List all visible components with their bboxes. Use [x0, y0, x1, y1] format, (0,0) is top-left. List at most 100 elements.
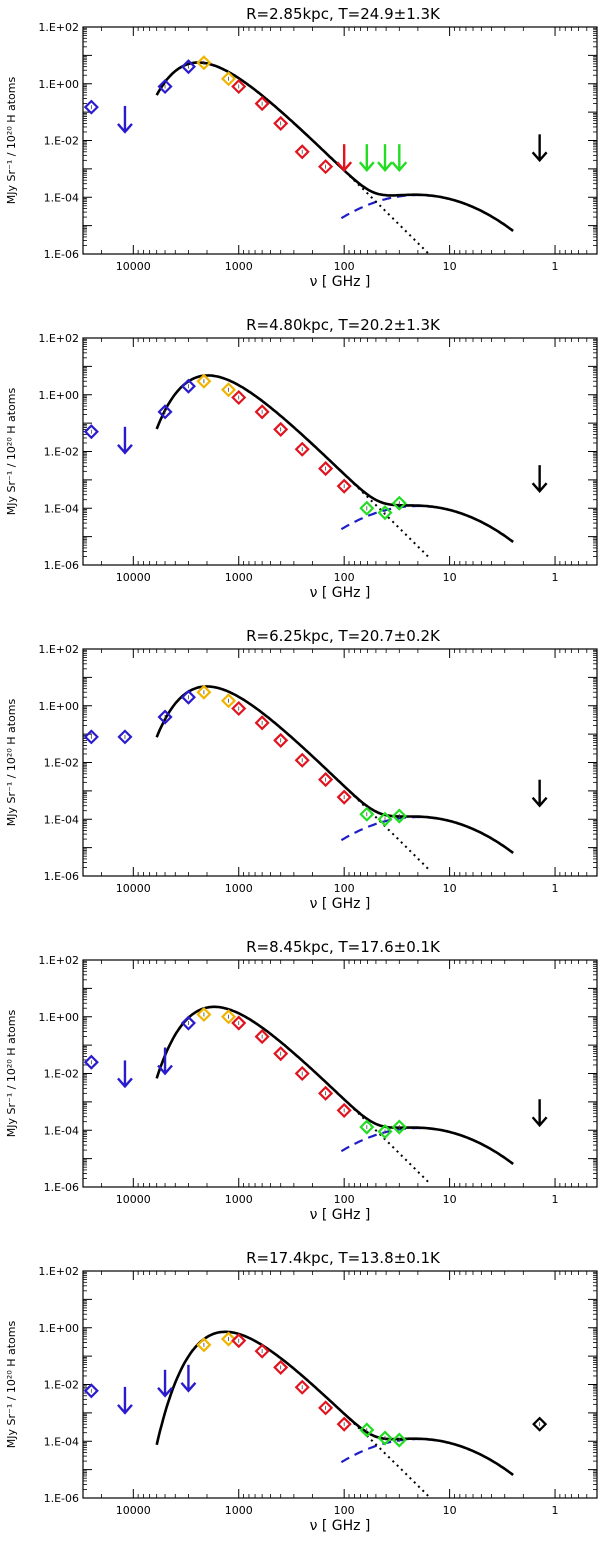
data-point-wmap: [359, 806, 375, 822]
data-point-firas: [294, 144, 310, 160]
upper-limit-arrow-other: [531, 779, 548, 808]
x-tick-label: 1: [552, 260, 559, 273]
x-tick-label: 1000: [225, 260, 253, 273]
x-tick-label: 10000: [116, 1504, 151, 1517]
x-tick-label: 100: [334, 260, 355, 273]
data-point-wmap: [377, 1430, 393, 1446]
data-point-dirbe: [220, 693, 237, 709]
plot-frame: [82, 337, 598, 566]
data-point-firas: [336, 789, 352, 805]
panel-title: R=6.25kpc, T=20.7±0.2K: [246, 627, 441, 645]
y-tick-label: 1.E-04: [44, 191, 79, 204]
x-axis-label: ν [ GHz ]: [310, 1207, 371, 1223]
model-curve: [155, 1330, 514, 1476]
data-point-wmap: [391, 1119, 407, 1135]
upper-limit-arrow-iras: [157, 1047, 173, 1076]
data-point-firas: [273, 115, 289, 131]
y-tick-label: 1.E-02: [44, 446, 79, 459]
data-point-dirbe: [196, 55, 212, 71]
data-point-firas: [273, 1359, 289, 1375]
y-tick-label: 1.E+00: [38, 78, 79, 91]
data-point-iras: [117, 729, 133, 745]
x-tick-label: 100: [334, 882, 355, 895]
x-tick-label: 1: [552, 1504, 559, 1517]
data-point-wmap: [391, 495, 407, 511]
data-point-firas: [273, 421, 289, 437]
upper-limit-arrow-firas: [336, 144, 353, 172]
x-tick-label: 10: [443, 1193, 457, 1206]
x-tick-label: 1: [552, 882, 559, 895]
y-tick-label: 1.E-04: [44, 1435, 79, 1448]
data-point-wmap: [377, 811, 393, 827]
y-tick-label: 1.E+02: [38, 954, 79, 967]
y-tick-label: 1.E-06: [44, 1492, 79, 1505]
data-point-iras: [180, 1015, 196, 1031]
y-tick-label: 1.E-04: [44, 813, 79, 826]
x-tick-label: 100: [334, 1193, 355, 1206]
x-axis-label: ν [ GHz ]: [310, 896, 371, 912]
thermal-dust-tail-curve: [348, 1103, 432, 1185]
model-curve: [155, 685, 514, 854]
data-point-iras: [180, 59, 196, 75]
panel-title: R=8.45kpc, T=17.6±0.1K: [246, 938, 441, 956]
x-tick-label: 10: [443, 571, 457, 584]
data-point-firas: [231, 78, 247, 95]
data-point-firas: [254, 715, 270, 731]
x-tick-label: 10000: [116, 1193, 151, 1206]
data-point-iras: [180, 378, 196, 394]
y-tick-label: 1.E-06: [44, 559, 79, 572]
sed-panel-5: R=17.4kpc, T=13.8±0.1K MJy Sr⁻¹ / 10²⁰ H …: [5, 1249, 598, 1534]
x-tick-label: 1000: [225, 1504, 253, 1517]
upper-limit-arrow-iras: [117, 1060, 133, 1089]
x-axis-label: ν [ GHz ]: [310, 585, 371, 601]
upper-limit-arrow-iras: [117, 1386, 133, 1415]
y-axis-label: MJy Sr⁻¹ / 10²⁰ H atoms: [5, 77, 18, 205]
y-tick-label: 1.E+00: [38, 389, 79, 402]
data-point-firas: [294, 752, 310, 768]
data-point-firas: [318, 461, 334, 477]
y-tick-label: 1.E+02: [38, 1265, 79, 1278]
x-tick-label: 10: [443, 260, 457, 273]
data-point-iras: [157, 78, 173, 95]
y-tick-label: 1.E+02: [38, 643, 79, 656]
x-tick-label: 10: [443, 1504, 457, 1517]
data-point-firas: [318, 1085, 334, 1101]
model-curve: [155, 1005, 514, 1165]
data-point-firas: [294, 1379, 310, 1395]
data-point-wmap: [359, 500, 375, 516]
model-curve: [155, 374, 514, 543]
data-point-iras: [83, 729, 99, 745]
data-point-iras: [83, 99, 99, 115]
data-point-firas: [273, 732, 289, 748]
y-axis-label: MJy Sr⁻¹ / 10²⁰ H atoms: [5, 1010, 18, 1138]
x-axis-label: ν [ GHz ]: [310, 1518, 371, 1534]
data-point-wmap: [391, 808, 407, 824]
panel-title: R=2.85kpc, T=24.9±1.3K: [246, 5, 441, 23]
panel-title: R=4.80kpc, T=20.2±1.3K: [246, 316, 441, 334]
upper-limit-arrow-wmap: [358, 144, 375, 172]
data-point-firas: [318, 1400, 334, 1416]
x-axis-label: ν [ GHz ]: [310, 274, 371, 290]
data-point-firas: [231, 1015, 247, 1031]
data-point-firas: [294, 441, 310, 457]
data-point-dirbe: [196, 1337, 212, 1353]
y-tick-label: 1.E-02: [44, 135, 79, 148]
x-tick-label: 10: [443, 882, 457, 895]
x-tick-label: 100: [334, 571, 355, 584]
data-point-wmap: [377, 505, 393, 521]
y-axis-label: MJy Sr⁻¹ / 10²⁰ H atoms: [5, 388, 18, 516]
data-point-firas: [273, 1046, 289, 1062]
y-tick-label: 1.E+00: [38, 1322, 79, 1335]
x-tick-label: 10000: [116, 882, 151, 895]
upper-limit-arrow-other: [531, 1099, 548, 1128]
data-point-wmap: [359, 1119, 375, 1135]
y-tick-label: 1.E-06: [44, 248, 79, 261]
data-point-iras: [83, 424, 99, 440]
data-point-wmap: [391, 1432, 407, 1448]
y-tick-label: 1.E+00: [38, 1011, 79, 1024]
plot-frame: [82, 648, 598, 877]
data-point-firas: [318, 772, 334, 788]
data-point-firas: [231, 700, 247, 717]
data-point-firas: [231, 389, 247, 406]
x-tick-label: 1: [552, 571, 559, 584]
